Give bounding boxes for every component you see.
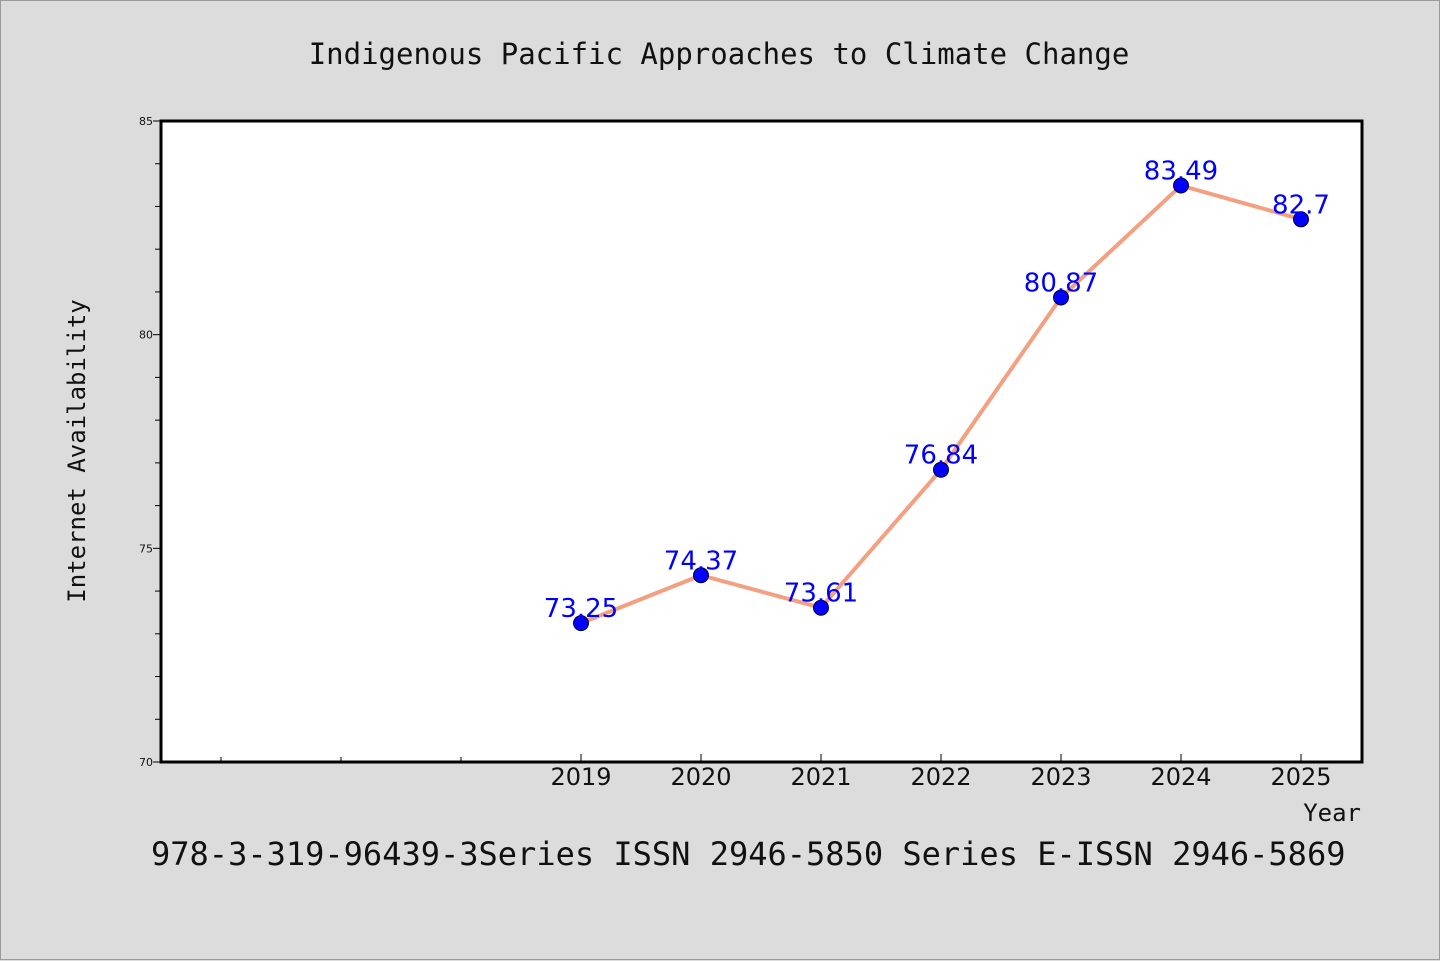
data-point <box>1293 211 1309 228</box>
x-axis-label: Year <box>1303 799 1361 827</box>
x-tick-label: 2021 <box>790 763 851 791</box>
y-tick-label: 70 <box>139 756 153 769</box>
data-point <box>933 461 949 478</box>
plot-area <box>159 119 1364 764</box>
data-label: 82.7 <box>1272 190 1330 220</box>
data-label: 80.87 <box>1024 268 1098 298</box>
x-tick-label: 2023 <box>1030 763 1091 791</box>
data-point <box>1173 177 1189 194</box>
x-tick-label: 2019 <box>550 763 611 791</box>
x-tick-label: 2024 <box>1150 763 1211 791</box>
x-tick-label: 2022 <box>910 763 971 791</box>
footer-text: 978-3-319-96439-3Series ISSN 2946-5850 S… <box>151 835 1345 873</box>
y-tick-label: 80 <box>139 329 153 342</box>
data-label: 74.37 <box>664 546 738 576</box>
data-label: 73.61 <box>784 579 858 609</box>
y-tick-label: 75 <box>139 542 153 555</box>
data-point <box>1053 289 1069 306</box>
data-point <box>573 615 589 632</box>
x-tick-label: 2020 <box>670 763 731 791</box>
series-group: 73.25 74.37 73.61 76.84 80.87 83.49 82.7 <box>544 157 1330 632</box>
x-tick-label: 2025 <box>1270 763 1331 791</box>
axis-ticks: 70 75 80 85 2019 2020 2021 2022 2023 2024 2025 <box>139 115 1332 791</box>
data-label: 73.25 <box>544 594 618 624</box>
chart-title: Indigenous Pacific Approaches to Climate… <box>309 37 1130 71</box>
y-tick-label: 85 <box>139 115 153 128</box>
data-label: 76.84 <box>904 441 978 471</box>
data-point <box>693 567 709 584</box>
y-axis-label: Internet Availability <box>63 299 91 602</box>
data-label: 83.49 <box>1144 157 1218 187</box>
data-point <box>813 599 829 616</box>
